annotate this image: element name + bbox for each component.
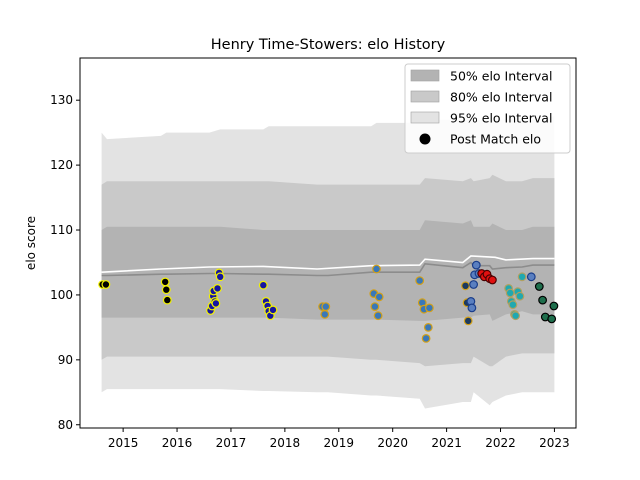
post-match-point (461, 281, 470, 291)
y-tick-label: 90 (58, 353, 73, 367)
x-tick-label: 2015 (108, 436, 139, 450)
chart-title: Henry Time-Stowers: elo History (211, 37, 446, 53)
y-tick-label: 120 (50, 158, 73, 172)
post-match-point (511, 311, 520, 321)
x-tick-label: 2019 (324, 436, 355, 450)
post-match-point (488, 275, 497, 285)
post-match-point (526, 272, 536, 282)
legend-label: 80% elo Interval (450, 90, 552, 105)
y-axis-ticks: 80 90 100 110 120 130 (50, 93, 80, 432)
post-match-point (425, 303, 434, 313)
x-tick-label: 2018 (270, 436, 301, 450)
x-tick-label: 2016 (162, 436, 193, 450)
x-tick-label: 2022 (485, 436, 516, 450)
post-match-point (161, 285, 171, 295)
post-match-point (505, 288, 515, 298)
post-match-point (372, 264, 381, 274)
post-match-point (374, 292, 384, 302)
post-match-point (101, 280, 111, 289)
post-match-point (370, 302, 380, 312)
post-match-point (517, 272, 527, 282)
legend: 50% elo Interval 80% elo Interval 95% elo … (404, 63, 571, 154)
post-match-point (534, 282, 544, 291)
post-match-point (423, 323, 433, 332)
post-match-point (162, 295, 172, 305)
post-match-point (421, 334, 431, 343)
post-match-point (268, 305, 278, 315)
mean-line (101, 255, 555, 273)
legend-swatch (410, 69, 440, 82)
post-match-point (320, 310, 330, 319)
plot-frame (79, 57, 577, 429)
legend-swatch (410, 90, 440, 103)
post-match-point (215, 272, 225, 282)
legend-label: 50% elo Interval (450, 69, 552, 84)
post-match-point (160, 277, 170, 287)
x-tick-label: 2020 (377, 436, 408, 450)
legend-marker (419, 133, 431, 145)
y-tick-label: 100 (50, 288, 73, 302)
post-match-point (549, 301, 559, 311)
post-match-points (98, 260, 559, 343)
x-tick-label: 2023 (539, 436, 570, 450)
x-tick-label: 2021 (431, 436, 462, 450)
post-match-point (471, 260, 481, 270)
x-axis-ticks: 2015 2016 2017 2018 2019 2020 2021 2022 2023 (108, 428, 570, 450)
y-tick-label: 110 (50, 223, 73, 237)
post-match-point (258, 280, 268, 290)
y-axis-label: elo score (24, 216, 38, 270)
interval-bands (101, 116, 555, 409)
post-match-point (469, 280, 479, 289)
post-match-point (508, 300, 518, 310)
post-match-point (373, 311, 383, 321)
post-match-point (467, 303, 477, 313)
post-match-point (515, 291, 525, 301)
post-match-point (463, 316, 473, 326)
x-tick-label: 2017 (216, 436, 247, 450)
post-match-point (213, 284, 222, 293)
legend-label: 95% elo Interval (450, 111, 552, 126)
post-match-point (211, 299, 221, 308)
y-tick-label: 80 (58, 418, 73, 432)
post-match-point (538, 295, 547, 305)
post-match-point (547, 314, 557, 324)
y-tick-label: 130 (50, 93, 73, 107)
legend-box (404, 63, 571, 154)
post-match-point (415, 276, 425, 286)
post-match-point (321, 302, 331, 312)
legend-swatch (410, 111, 440, 124)
legend-label: Post Match elo (450, 132, 541, 147)
